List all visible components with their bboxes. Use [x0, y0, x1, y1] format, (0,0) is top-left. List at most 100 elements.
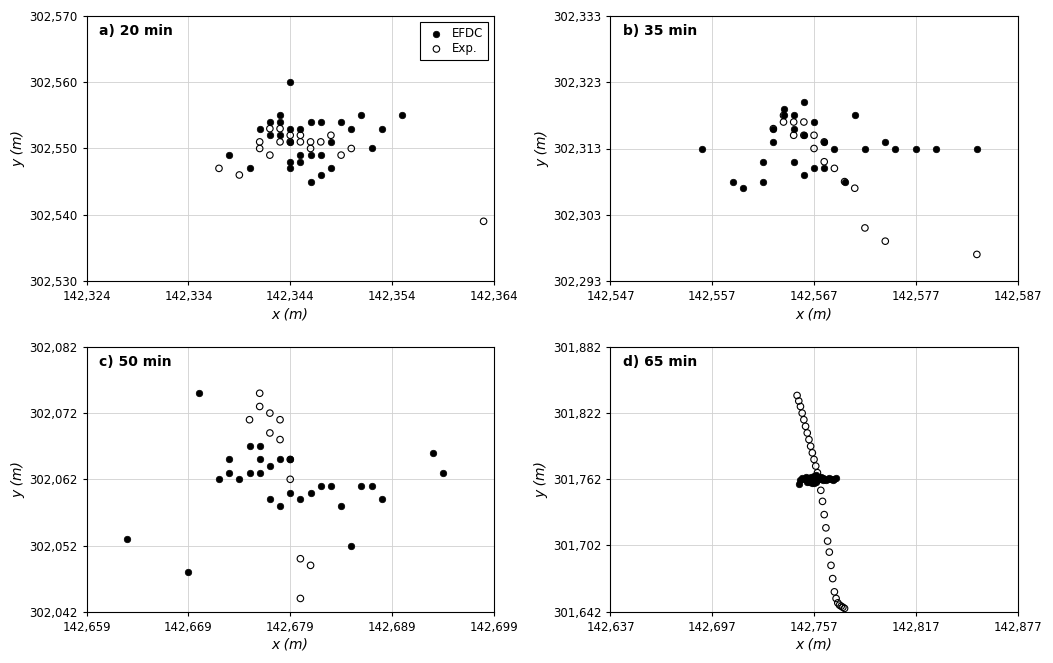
Exp.	[261, 150, 278, 160]
EFDC	[241, 441, 258, 452]
Exp.	[822, 560, 839, 571]
EFDC	[786, 110, 802, 121]
EFDC	[794, 473, 811, 483]
EFDC	[252, 123, 269, 134]
Text: c) 50 min: c) 50 min	[99, 355, 172, 369]
EFDC	[809, 475, 826, 486]
Y-axis label: y (m): y (m)	[12, 461, 25, 498]
Exp.	[241, 414, 258, 425]
Exp.	[775, 110, 792, 121]
Exp.	[809, 467, 826, 478]
Exp.	[302, 560, 319, 571]
EFDC	[856, 143, 873, 154]
Exp.	[800, 434, 817, 445]
EFDC	[261, 461, 278, 471]
Exp.	[847, 183, 863, 194]
EFDC	[819, 474, 836, 485]
Y-axis label: y (m): y (m)	[535, 461, 549, 498]
EFDC	[908, 143, 925, 154]
Exp.	[272, 123, 289, 134]
Exp.	[795, 130, 812, 141]
EFDC	[811, 474, 828, 485]
EFDC	[797, 472, 814, 483]
EFDC	[191, 388, 207, 398]
Exp.	[252, 143, 269, 154]
EFDC	[282, 487, 299, 498]
EFDC	[755, 176, 772, 187]
Exp.	[833, 601, 850, 611]
Exp.	[261, 428, 278, 438]
Exp.	[261, 408, 278, 418]
Exp.	[806, 454, 822, 465]
Exp.	[806, 143, 822, 154]
EFDC	[824, 475, 841, 486]
EFDC	[775, 110, 792, 121]
Exp.	[292, 130, 309, 141]
Exp.	[969, 249, 986, 260]
EFDC	[353, 481, 370, 491]
Exp.	[817, 522, 834, 533]
EFDC	[241, 163, 258, 174]
X-axis label: x (m): x (m)	[796, 307, 833, 321]
EFDC	[816, 163, 833, 174]
Exp.	[836, 603, 853, 614]
EFDC	[775, 103, 792, 114]
Exp.	[302, 143, 319, 154]
EFDC	[795, 130, 812, 141]
EFDC	[791, 479, 808, 489]
EFDC	[799, 476, 816, 487]
EFDC	[272, 130, 289, 141]
Exp.	[475, 216, 492, 227]
Exp.	[794, 408, 811, 418]
Exp.	[802, 441, 819, 452]
EFDC	[792, 475, 809, 486]
EFDC	[313, 117, 330, 127]
EFDC	[821, 473, 838, 483]
EFDC	[221, 467, 238, 478]
EFDC	[809, 473, 826, 483]
EFDC	[817, 475, 834, 486]
EFDC	[231, 474, 247, 485]
EFDC	[252, 467, 269, 478]
EFDC	[808, 469, 824, 480]
Exp.	[824, 573, 841, 584]
Exp.	[282, 474, 299, 485]
Exp.	[272, 137, 289, 147]
EFDC	[302, 487, 319, 498]
Exp.	[322, 130, 339, 141]
EFDC	[313, 481, 330, 491]
Legend: EFDC, Exp.: EFDC, Exp.	[420, 22, 488, 60]
EFDC	[969, 143, 986, 154]
EFDC	[272, 501, 289, 511]
EFDC	[119, 534, 136, 544]
EFDC	[363, 481, 380, 491]
EFDC	[282, 123, 299, 134]
EFDC	[806, 117, 822, 127]
Exp.	[795, 414, 812, 425]
EFDC	[928, 143, 945, 154]
EFDC	[795, 97, 812, 107]
EFDC	[313, 150, 330, 160]
Y-axis label: y (m): y (m)	[12, 130, 25, 167]
EFDC	[322, 163, 339, 174]
Exp.	[333, 150, 350, 160]
Exp.	[808, 461, 824, 471]
EFDC	[261, 494, 278, 505]
EFDC	[322, 137, 339, 147]
Exp.	[302, 137, 319, 147]
EFDC	[221, 454, 238, 465]
Exp.	[789, 390, 806, 400]
EFDC	[333, 501, 350, 511]
EFDC	[803, 474, 820, 485]
EFDC	[282, 137, 299, 147]
EFDC	[813, 474, 830, 485]
Exp.	[826, 163, 842, 174]
Exp.	[252, 388, 269, 398]
Exp.	[836, 176, 853, 187]
Exp.	[828, 593, 845, 604]
EFDC	[241, 467, 258, 478]
Exp.	[877, 236, 894, 247]
Exp.	[814, 496, 831, 507]
EFDC	[803, 477, 820, 488]
EFDC	[252, 454, 269, 465]
